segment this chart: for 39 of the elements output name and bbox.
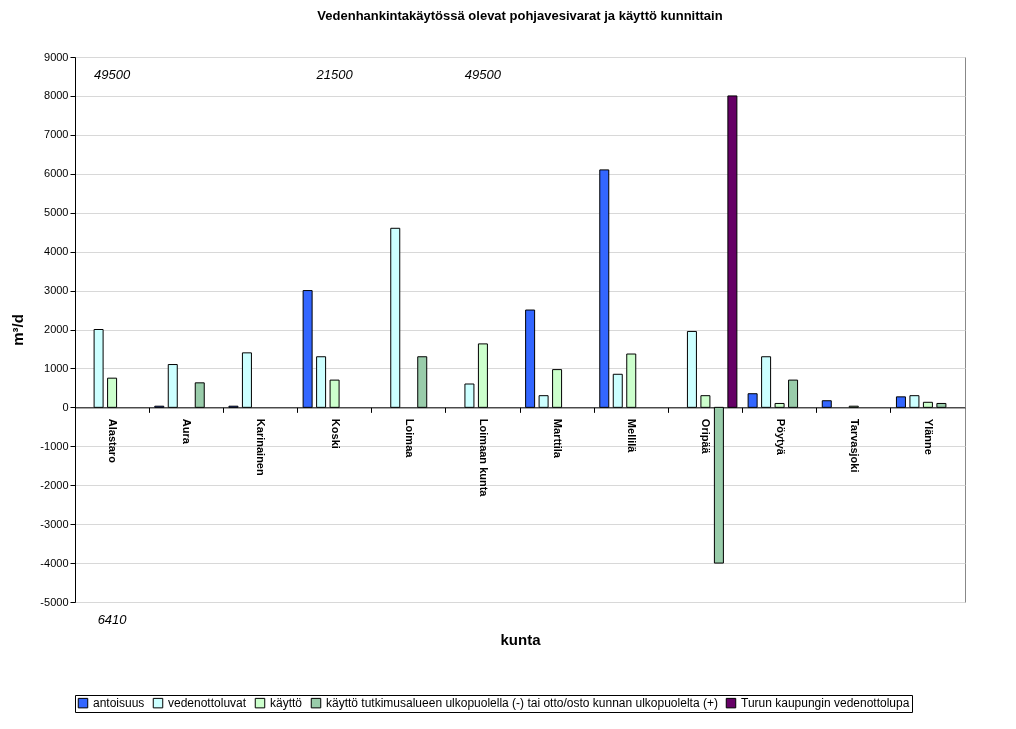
y-tick-label: 6000 [44,167,69,180]
legend-label: käyttö tutkimusalueen ulkopuolella (-) tai otto/osto kunnan ulkopuolelta (+) [326,696,718,711]
x-tick-label: Koski [329,418,342,449]
x-tick-label: Tarvasjoki [848,418,861,473]
annotation: 21500 [315,67,354,82]
x-tick-label: Marttila [552,418,565,459]
x-axis-title: kunta [500,630,542,648]
y-tick-label: 3000 [44,284,69,297]
x-tick-label: Oripää [700,418,713,455]
x-tick-label: Pöytyä [774,418,787,456]
legend-label: vedenottoluvat [168,696,247,711]
x-tick-label: Mellilä [626,418,639,454]
legend-label: käyttö [270,696,303,711]
x-tick-label: Loimaa [403,418,416,459]
y-tick-label: 1000 [44,361,69,374]
legend-label: Turun kaupungin vedenottolupa [741,696,910,711]
y-axis-title: m³/d [9,314,27,346]
y-tick-label: 2000 [44,323,69,335]
y-tick-label: -5000 [40,595,69,608]
legend-label: antoisuus [93,696,145,711]
annotation: 49500 [464,67,502,82]
annotation: 49500 [94,67,131,82]
y-tick-label: 0 [62,400,69,413]
y-tick-label: -4000 [40,556,69,569]
x-tick-label: Karinainen [255,418,268,476]
y-tick-label: 9000 [44,50,69,63]
y-tick-label: -1000 [40,439,69,452]
x-tick-label: Loimaan kunta [477,418,490,498]
x-tick-label: Aura [181,418,194,445]
y-tick-label: -3000 [40,517,69,530]
x-tick-label: Alastaro [107,418,120,464]
chart-title: Vedenhankintakäytössä olevat pohjavesivarat ja käyttö kunnittain [317,8,723,23]
y-tick-label: 8000 [44,89,69,102]
y-tick-label: 5000 [44,206,69,219]
text: 6410 [97,612,128,627]
x-tick-label: Ylänne [922,418,935,455]
y-tick-label: 4000 [44,245,69,258]
y-tick-label: -2000 [40,478,69,491]
y-tick-label: 7000 [44,128,69,141]
